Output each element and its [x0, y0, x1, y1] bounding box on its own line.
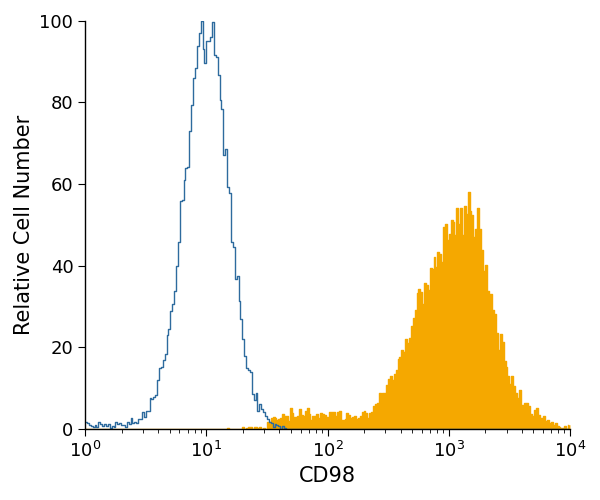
X-axis label: CD98: CD98	[299, 466, 356, 486]
Y-axis label: Relative Cell Number: Relative Cell Number	[14, 114, 34, 335]
